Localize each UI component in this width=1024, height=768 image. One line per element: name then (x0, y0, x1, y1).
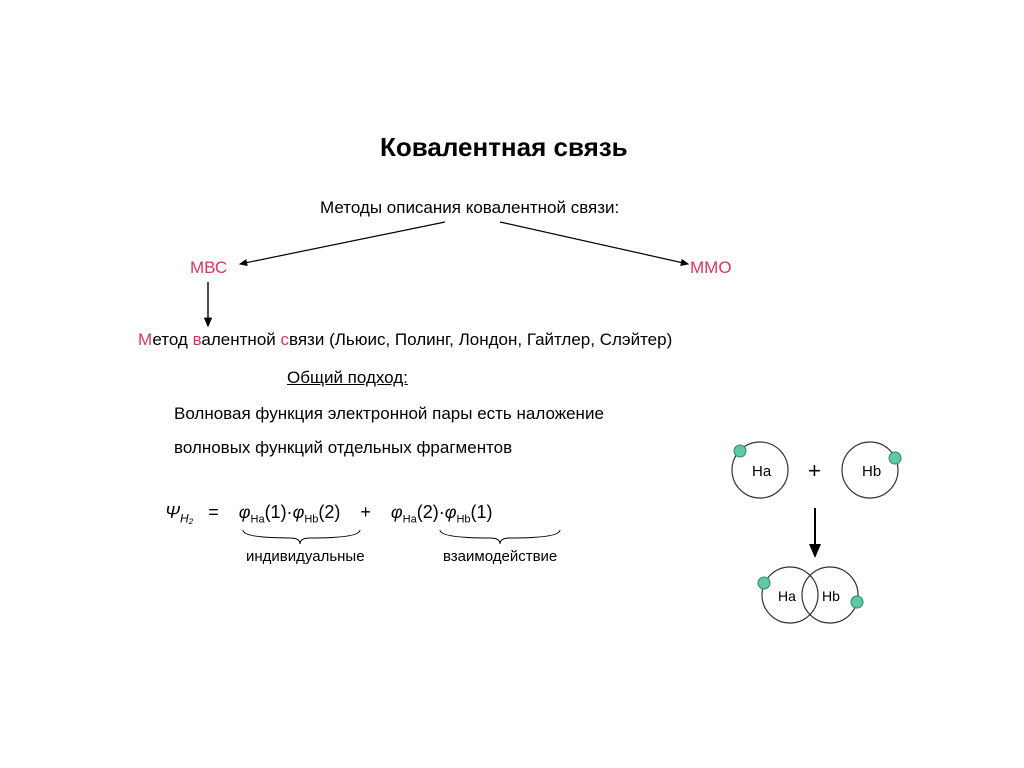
phi2-sub: Hb (304, 514, 318, 526)
subtitle: Методы описания ковалентной связи: (320, 198, 619, 218)
arrow-to-mvs (240, 222, 445, 264)
brace-2 (440, 530, 560, 544)
phi3: φ (391, 502, 403, 522)
diagram-svg: Ha Hb Ha Hb (0, 0, 1024, 768)
atom-Hb-label: Hb (862, 463, 881, 480)
phi2-arg: (2) (318, 502, 340, 522)
approach-heading: Общий подход: (287, 368, 408, 388)
bond-Ha-label: Ha (778, 588, 796, 604)
atom-Hb-orbit (842, 442, 898, 498)
formula-label-interaction: взаимодействие (443, 548, 557, 565)
phi1-sub: Ha (251, 514, 265, 526)
plus: + (360, 502, 371, 522)
phi4-sub: Hb (456, 514, 470, 526)
psi: Ψ (165, 502, 180, 522)
branch-mvs: МВС (190, 258, 227, 278)
bond-Hb-label: Hb (822, 588, 840, 604)
phi3-sub: Ha (403, 514, 417, 526)
arrow-to-mmo (500, 222, 688, 264)
letter-m: М (138, 330, 152, 349)
bond-Ha-orbit (762, 567, 818, 623)
branch-mmo: ММО (690, 258, 732, 278)
brace-1 (243, 530, 360, 544)
phi1-arg: (1)· (265, 502, 293, 522)
bond-Hb-electron (851, 596, 863, 608)
formula-label-individual: индивидуальные (246, 548, 365, 565)
phi4: φ (445, 502, 457, 522)
main-title: Ковалентная связь (380, 132, 628, 163)
atom-Ha-orbit (732, 442, 788, 498)
letter-s: с (281, 330, 290, 349)
description-line-2: волновых функций отдельных фрагментов (174, 438, 512, 458)
equals: = (208, 502, 219, 522)
atom-plus: + (808, 458, 821, 484)
phi4-arg: (1) (471, 502, 493, 522)
description-line-1: Волновая функция электронной пары есть н… (174, 404, 604, 424)
atom-Hb-electron (889, 452, 901, 464)
phi1: φ (239, 502, 251, 522)
phi3-arg: (2)· (417, 502, 445, 522)
atom-Ha-label: Ha (752, 463, 772, 480)
wavefunction-formula: ΨH₂ = φHa(1)·φHb(2) + φHa(2)·φHb(1) (165, 502, 493, 526)
psi-sub: H₂ (180, 512, 193, 526)
text-etod: етод (152, 330, 192, 349)
method-valence-bond-line: Метод валентной связи (Льюис, Полинг, Ло… (138, 330, 672, 350)
text-authors: (Льюис, Полинг, Лондон, Гайтлер, Слэйтер… (324, 330, 672, 349)
atom-Ha-electron (734, 445, 746, 457)
text-alent: алентной (201, 330, 280, 349)
text-vyaz: вязи (289, 330, 324, 349)
bond-Hb-orbit (802, 567, 858, 623)
phi2: φ (293, 502, 305, 522)
bond-Ha-electron (758, 577, 770, 589)
